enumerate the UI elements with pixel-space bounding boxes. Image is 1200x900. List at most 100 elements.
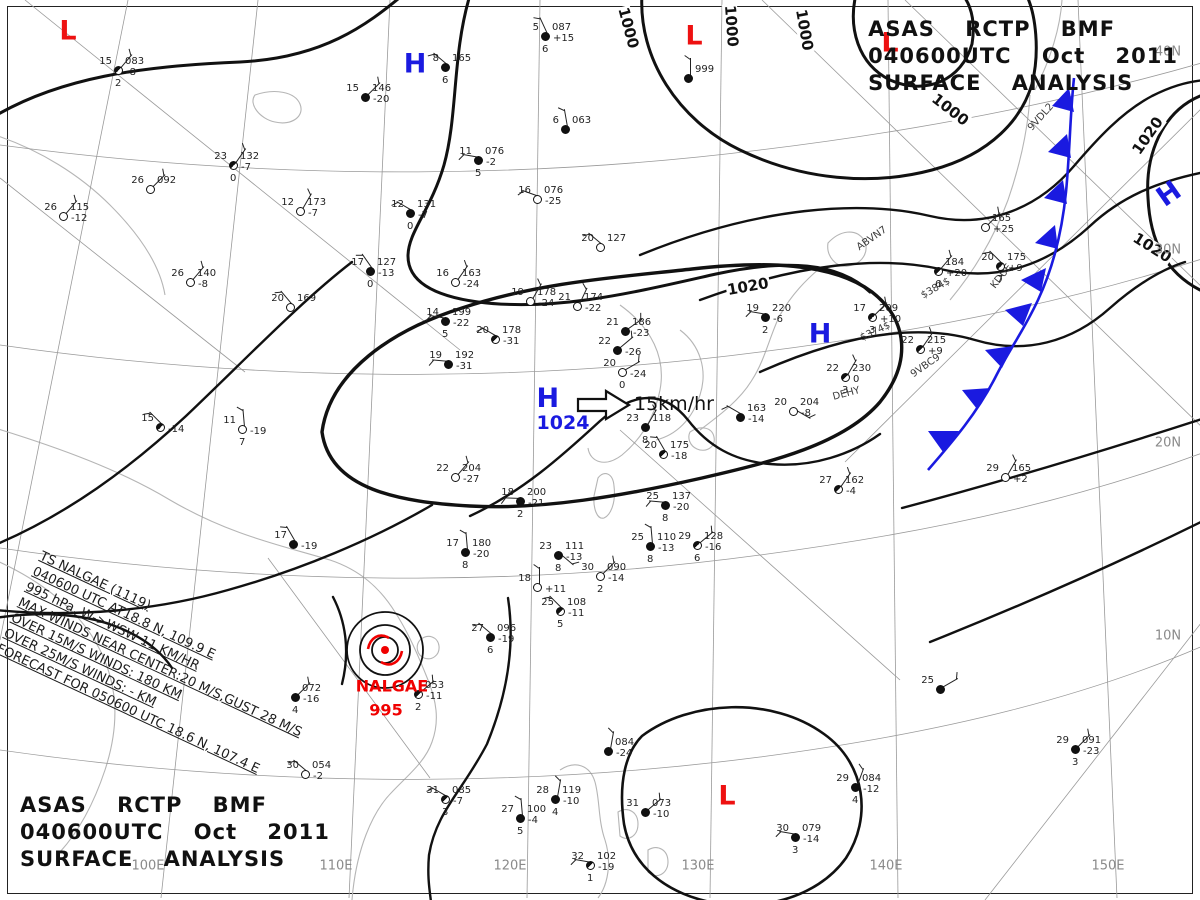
- station-change: -6: [773, 314, 783, 325]
- station-weather: 2: [597, 584, 604, 595]
- station-pressure: 173: [307, 197, 327, 208]
- station-change: +2: [1013, 474, 1028, 485]
- station-change: +9: [1008, 263, 1023, 274]
- station-symbol: [641, 423, 650, 432]
- cold-front: [927, 77, 1076, 471]
- station-temperature: 11: [459, 146, 472, 157]
- grid-label: 120E: [493, 858, 527, 874]
- low-pressure-marker: L: [685, 23, 702, 50]
- station-pressure: 174: [584, 292, 604, 303]
- station-temperature: 16: [436, 268, 449, 279]
- station-pressure: 140: [197, 268, 217, 279]
- station-symbol: [541, 32, 550, 41]
- station-symbol: [516, 497, 525, 506]
- station-temperature: 11: [223, 415, 236, 426]
- title-line: 040600UTC Oct 2011: [868, 44, 1178, 68]
- pressure-letter: L: [881, 27, 899, 59]
- station-pressure: 165: [1012, 463, 1032, 474]
- station-symbol: [868, 313, 877, 322]
- station-weather: 8: [642, 435, 649, 446]
- station-weather: 2: [517, 509, 524, 520]
- grid-label: 150E: [1091, 858, 1125, 874]
- station-symbol: [291, 693, 300, 702]
- station-weather: 3: [842, 385, 849, 396]
- pressure-letter: H: [808, 318, 832, 350]
- station-symbol: [936, 685, 945, 694]
- station-change: -22: [585, 303, 602, 314]
- station-symbol: [441, 63, 450, 72]
- low-pressure-marker: L: [718, 783, 735, 810]
- station-symbol: [451, 473, 460, 482]
- station-pressure: 111: [565, 541, 585, 552]
- grid-label: 20N: [1154, 435, 1182, 451]
- station-change: -31: [456, 361, 473, 372]
- station-temperature: 8: [432, 53, 439, 64]
- station-pressure: 076: [544, 185, 564, 196]
- station-pressure: 085: [452, 785, 472, 796]
- station-change: +11: [545, 584, 567, 595]
- station-symbol: [573, 302, 582, 311]
- station-pressure: 084: [862, 773, 882, 784]
- station-weather: 0: [407, 221, 414, 232]
- station-symbol: [934, 267, 943, 276]
- station-temperature: 26: [171, 268, 184, 279]
- wind-barb: [557, 779, 562, 798]
- station-symbol: [554, 551, 563, 560]
- station-change: +15: [553, 33, 575, 44]
- station-pressure: 199: [452, 307, 472, 318]
- station-weather: 6: [935, 279, 942, 290]
- station-temperature: 20: [476, 325, 489, 336]
- ship-callsign-label: ABVN7: [854, 224, 890, 254]
- station-symbol: [444, 360, 453, 369]
- station-pressure: 204: [800, 397, 820, 408]
- station-change: +10: [880, 314, 902, 325]
- station-symbol: [516, 814, 525, 823]
- station-symbol: [186, 278, 195, 287]
- station-temperature: 17: [446, 538, 459, 549]
- storm-name-label: NALGAE: [355, 676, 429, 696]
- station-change: -14: [748, 414, 765, 425]
- station-symbol: [556, 607, 565, 616]
- station-temperature: 12: [391, 199, 404, 210]
- low-pressure-marker: L: [881, 30, 898, 57]
- coastlines: [0, 0, 1063, 900]
- station-temperature: 19: [511, 287, 524, 298]
- station-change: -13: [658, 543, 675, 554]
- station-pressure: 072: [302, 683, 322, 694]
- station-change: -8: [198, 279, 208, 290]
- low-pressure-marker: L: [59, 18, 76, 45]
- station-symbol: [361, 93, 370, 102]
- station-pressure: 073: [652, 798, 672, 809]
- station-temperature: 20: [581, 233, 594, 244]
- station-weather: 5: [557, 619, 564, 630]
- station-pressure: 119: [562, 785, 582, 796]
- title-line: 040600UTC Oct 2011: [20, 820, 330, 844]
- pressure-letter: L: [59, 15, 77, 47]
- station-symbol: [996, 262, 1005, 271]
- station-symbol: [474, 156, 483, 165]
- station-weather: 3: [442, 807, 449, 818]
- station-weather: 2: [762, 325, 769, 336]
- station-weather: 7: [997, 274, 1004, 285]
- pressure-letter: H: [536, 383, 560, 414]
- station-temperature: 27: [501, 804, 514, 815]
- station-temperature: 29: [986, 463, 999, 474]
- grid-label: 110E: [319, 858, 353, 874]
- cold-front-triangles: [928, 88, 1074, 452]
- station-symbol: [441, 795, 450, 804]
- station-symbol: [693, 541, 702, 550]
- station-symbol: [1071, 745, 1080, 754]
- station-symbol: [761, 313, 770, 322]
- station-pressure: 084: [615, 737, 635, 748]
- station-pressure: 178: [537, 287, 557, 298]
- station-symbol: [289, 540, 298, 549]
- station-temperature: 14: [426, 307, 439, 318]
- station-symbol: [684, 74, 693, 83]
- station-symbol: [561, 125, 570, 134]
- station-pressure: 102: [597, 851, 617, 862]
- station-pressure: 083: [125, 56, 145, 67]
- station-pressure: 127: [607, 233, 627, 244]
- station-symbol: [114, 66, 123, 75]
- station-temperature: 12: [281, 197, 294, 208]
- station-change: -2: [313, 771, 323, 782]
